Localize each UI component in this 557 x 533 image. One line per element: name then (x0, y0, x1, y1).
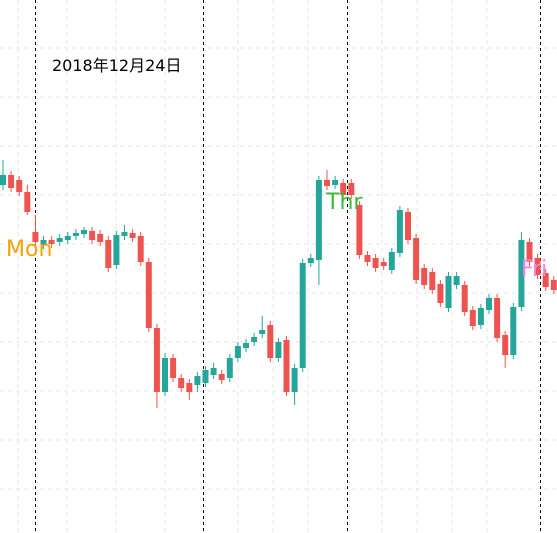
day-label: Mon (6, 237, 52, 262)
candle-body (413, 238, 420, 280)
candle-body (518, 240, 525, 307)
candle-body (429, 272, 436, 290)
candle-body (194, 376, 201, 385)
candle-body (40, 240, 47, 245)
candle-body (510, 307, 517, 355)
candle-body (380, 262, 387, 266)
candle-body (396, 210, 403, 253)
candle-body (226, 358, 233, 378)
candle-body (105, 240, 112, 268)
candle-body (97, 234, 104, 242)
candle-body (113, 235, 120, 265)
candle-body (89, 231, 96, 240)
candle-body (477, 308, 484, 325)
candle-body (24, 192, 31, 212)
day-label: Fri (521, 257, 547, 282)
candle-body (405, 212, 411, 240)
candle-body (494, 298, 501, 338)
candle-body (121, 232, 128, 236)
candle-body (526, 242, 533, 262)
candle-body (340, 183, 347, 195)
candle-body (170, 358, 177, 378)
candle-body (267, 325, 274, 358)
candle-body (550, 280, 557, 290)
candle-body (291, 368, 298, 392)
candle-body (421, 268, 428, 285)
candle-body (324, 180, 330, 186)
candle-body (315, 180, 322, 260)
candle-body (153, 328, 160, 392)
candle-body (162, 358, 168, 392)
candle-body (202, 370, 209, 383)
candle-body (299, 263, 306, 368)
candle-body (388, 252, 395, 270)
date-label: 2018年12月24日 (52, 56, 181, 75)
day-label: Thr (325, 190, 363, 215)
candle-body (437, 284, 444, 303)
candle-body (218, 374, 225, 380)
candle-body (72, 233, 79, 236)
candle-body (81, 230, 87, 234)
candles (0, 160, 557, 408)
candle-body (364, 255, 371, 262)
candle-body (145, 262, 152, 328)
candle-body (534, 258, 541, 275)
candle-body (453, 276, 460, 285)
candle-body (542, 273, 549, 287)
candle-body (372, 258, 379, 268)
candle-body (32, 232, 39, 242)
candle-body (356, 205, 363, 255)
candle-body (275, 342, 282, 358)
candle-body (332, 180, 339, 185)
candle-body (234, 346, 241, 358)
candle-body (502, 335, 509, 355)
candle-body (0, 175, 6, 185)
candle-body (469, 310, 476, 326)
candle-body (486, 298, 492, 310)
candle-body (186, 383, 193, 392)
candle-body (210, 368, 217, 375)
candle-body (64, 236, 71, 240)
candle-body (445, 276, 452, 308)
candle-body (129, 233, 136, 238)
candle-body (178, 378, 185, 388)
candle-body (137, 236, 144, 262)
candle-body (56, 238, 63, 242)
candle-body (243, 343, 249, 348)
candle-body (283, 340, 290, 392)
candle-body (259, 330, 266, 334)
candle-body (48, 240, 55, 244)
candle-body (8, 175, 15, 188)
candle-body (16, 180, 23, 192)
candle-body (348, 183, 355, 195)
candle-body (307, 258, 314, 263)
candle-body (251, 337, 258, 342)
candle-body (461, 285, 468, 312)
